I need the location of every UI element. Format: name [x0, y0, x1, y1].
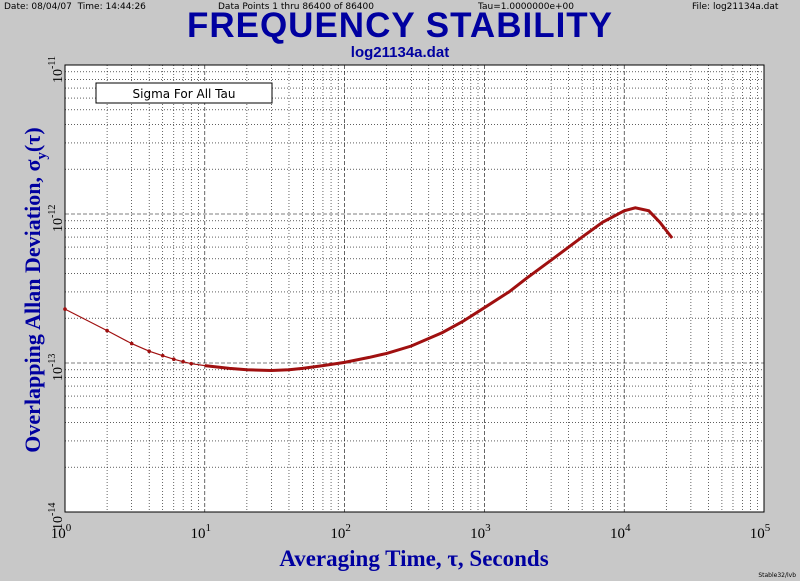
y-tick-label: 10-11 — [47, 56, 66, 83]
data-point — [181, 359, 185, 364]
y-tick-base: 10 — [51, 69, 66, 83]
x-tick-base: 10 — [330, 526, 345, 542]
header-tau: Tau=1.0000000e+00 — [478, 2, 574, 12]
x-tick-label: 100 — [51, 522, 72, 542]
legend: Sigma For All Tau — [95, 82, 273, 104]
chart-subtitle: log21134a.dat — [350, 44, 450, 61]
y-axis-label-sub: y — [34, 152, 50, 160]
x-tick-exponent: 3 — [485, 522, 491, 534]
x-axis-label: Averaging Time, τ, Seconds — [279, 546, 548, 571]
y-tick-exponent: -14 — [47, 503, 58, 516]
data-point — [129, 341, 134, 346]
data-point — [147, 349, 151, 354]
x-tick-base: 10 — [191, 526, 206, 542]
x-tick-exponent: 0 — [66, 522, 72, 534]
x-tick-exponent: 2 — [345, 522, 351, 534]
x-tick-base: 10 — [610, 526, 625, 542]
data-point — [160, 353, 165, 358]
x-tick-exponent: 5 — [765, 522, 771, 534]
footer: Stable32/lvb — [758, 572, 796, 579]
header-time: Time: 14:44:26 — [77, 2, 146, 12]
y-tick-base: 10 — [51, 516, 66, 530]
y-tick-exponent: -11 — [47, 56, 58, 69]
x-tick-label: 102 — [330, 522, 351, 542]
y-tick-label: 10-14 — [47, 503, 66, 530]
x-tick-exponent: 1 — [206, 522, 212, 534]
legend-box — [95, 82, 273, 104]
data-point — [189, 361, 194, 366]
data-point — [105, 328, 109, 333]
x-tick-base: 10 — [470, 526, 485, 542]
y-tick-label: 10-13 — [47, 354, 66, 381]
curve-layer — [63, 206, 674, 373]
plot-area — [64, 64, 765, 513]
y-axis-label: Overlapping Allan Deviation, σy(τ) — [20, 127, 50, 452]
x-tick-label: 104 — [610, 522, 631, 542]
data-point — [63, 307, 67, 311]
x-tick-label: 101 — [191, 522, 212, 542]
chart-title: FREQUENCY STABILITY — [186, 6, 614, 45]
header-date: Date: 08/04/07 Time: 14:44:26 — [4, 2, 146, 12]
x-tick-label: 105 — [750, 522, 771, 542]
x-tick-label: 103 — [470, 522, 491, 542]
header-data-points: Data Points 1 thru 86400 of 86400 — [218, 2, 374, 12]
y-tick-base: 10 — [51, 367, 66, 381]
x-tick-base: 10 — [51, 526, 66, 542]
y-tick-label: 10-12 — [47, 205, 66, 232]
legend-label: Sigma For All Tau — [133, 87, 236, 101]
header-file: File: log21134a.dat — [692, 2, 779, 12]
grid — [65, 65, 764, 512]
y-tick-exponent: -12 — [47, 205, 58, 218]
data-point — [171, 357, 176, 362]
y-axis-label-tail: (τ) — [20, 127, 45, 152]
x-tick-base: 10 — [750, 526, 765, 542]
y-tick-base: 10 — [51, 218, 66, 232]
series-line-dense — [204, 206, 674, 373]
y-tick-exponent: -13 — [47, 354, 58, 367]
x-tick-exponent: 4 — [625, 522, 631, 534]
y-axis-label-main: Overlapping Allan Deviation, σ — [20, 160, 45, 453]
